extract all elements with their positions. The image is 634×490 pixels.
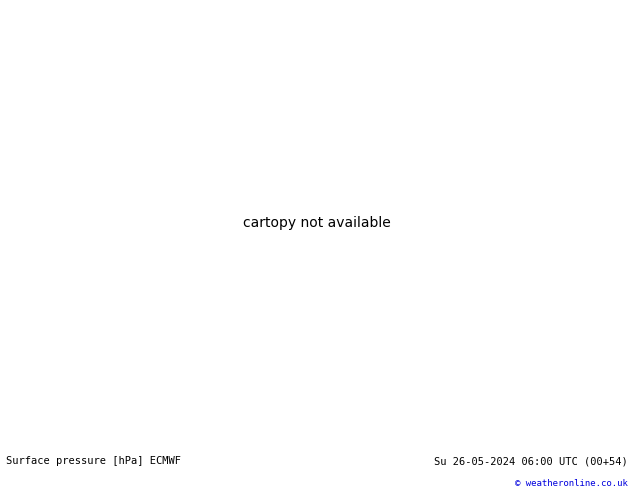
Text: cartopy not available: cartopy not available [243,216,391,230]
Text: Surface pressure [hPa] ECMWF: Surface pressure [hPa] ECMWF [6,456,181,466]
Text: © weatheronline.co.uk: © weatheronline.co.uk [515,479,628,488]
Text: Su 26-05-2024 06:00 UTC (00+54): Su 26-05-2024 06:00 UTC (00+54) [434,456,628,466]
